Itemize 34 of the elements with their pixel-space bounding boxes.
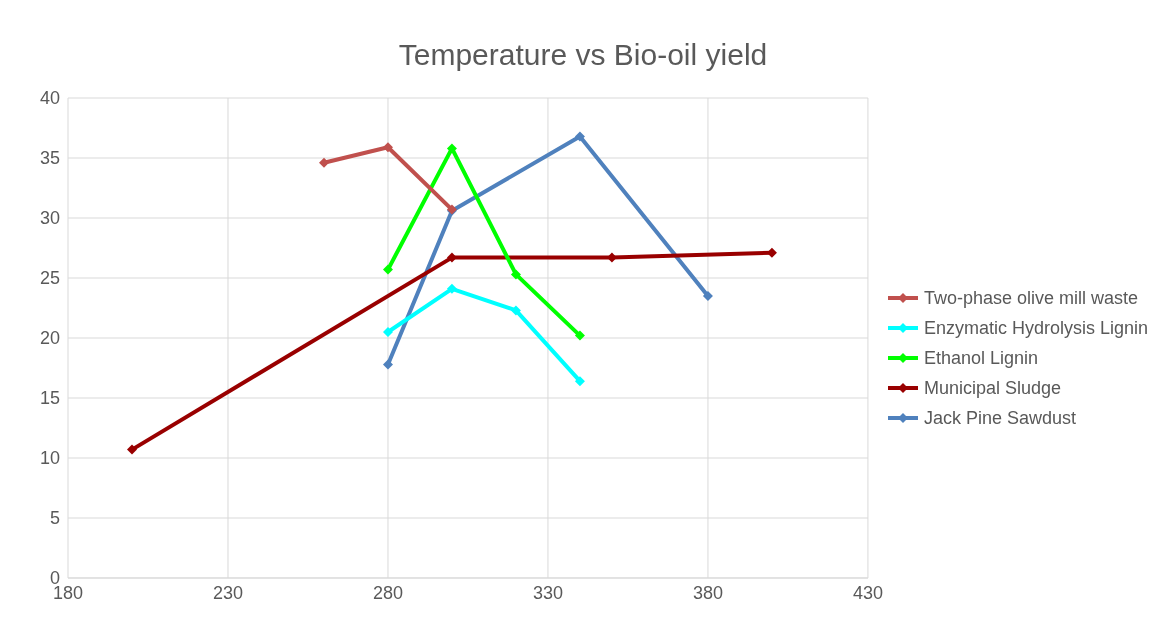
y-tick-label: 5 <box>49 508 60 529</box>
y-tick-label: 10 <box>39 448 60 469</box>
legend-label: Ethanol Lignin <box>923 347 1039 370</box>
point <box>126 444 137 455</box>
y-tick-label: 15 <box>39 388 60 409</box>
point <box>446 283 457 294</box>
point <box>574 376 585 387</box>
y-tick-label: 40 <box>39 88 60 109</box>
x-tick-label: 430 <box>852 582 883 603</box>
y-tick-label: 25 <box>39 268 60 289</box>
point <box>510 269 521 280</box>
point <box>382 359 393 370</box>
x-tick-label: 280 <box>372 582 403 603</box>
point <box>574 131 585 142</box>
x-tick-label: 230 <box>212 582 244 603</box>
point <box>446 143 457 154</box>
x-tick-label: 380 <box>692 582 723 603</box>
point <box>702 291 713 301</box>
point <box>382 327 393 337</box>
legend-label: Municipal Sludge <box>923 377 1062 400</box>
legend-label: Enzymatic Hydrolysis Lignin <box>923 317 1148 340</box>
point <box>574 330 585 341</box>
y-tick-label: 30 <box>39 208 60 229</box>
point <box>382 264 393 275</box>
point <box>510 305 521 316</box>
legend-label: Two-phase olive mill waste <box>923 287 1139 310</box>
x-tick-label: 330 <box>532 582 563 603</box>
point <box>318 157 329 168</box>
point <box>446 252 457 263</box>
chart-title: Temperature vs Bio-oil yield <box>397 37 769 73</box>
y-tick-label: 35 <box>39 148 60 169</box>
legend-label: Jack Pine Sawdust <box>923 407 1076 430</box>
y-tick-label: 20 <box>39 328 60 349</box>
point <box>382 142 393 153</box>
